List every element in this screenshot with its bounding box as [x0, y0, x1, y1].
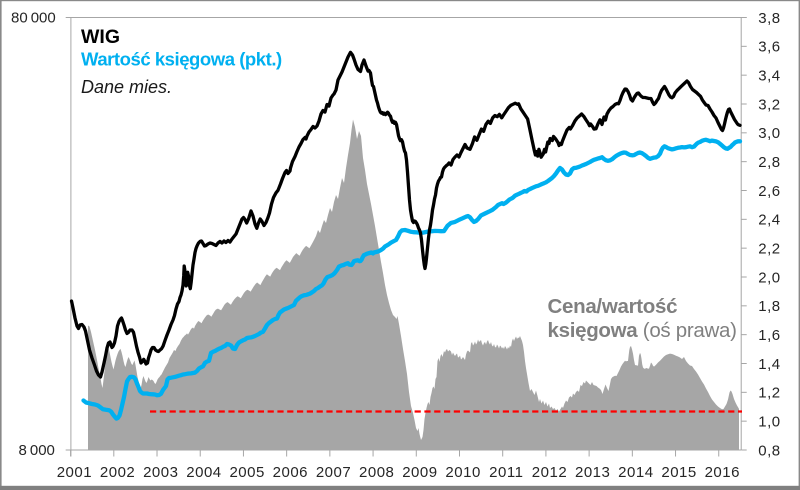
svg-text:2005: 2005 — [229, 464, 264, 481]
svg-text:8 000: 8 000 — [19, 442, 55, 459]
svg-text:2007: 2007 — [316, 464, 351, 481]
svg-text:2012: 2012 — [532, 464, 567, 481]
svg-text:2014: 2014 — [618, 464, 653, 481]
svg-text:2010: 2010 — [445, 464, 480, 481]
svg-text:WIG: WIG — [81, 26, 120, 48]
svg-text:1,4: 1,4 — [758, 356, 780, 373]
svg-text:2015: 2015 — [661, 464, 696, 481]
svg-text:3,2: 3,2 — [758, 96, 780, 113]
svg-text:2006: 2006 — [273, 464, 308, 481]
svg-text:2,8: 2,8 — [758, 154, 780, 171]
svg-text:3,4: 3,4 — [758, 67, 780, 84]
svg-text:2,0: 2,0 — [758, 269, 780, 286]
svg-text:2,4: 2,4 — [758, 212, 780, 229]
svg-text:1,0: 1,0 — [758, 413, 780, 430]
svg-text:1,8: 1,8 — [758, 298, 780, 315]
svg-text:2,6: 2,6 — [758, 183, 780, 200]
svg-text:1,6: 1,6 — [758, 327, 780, 344]
svg-text:3,6: 3,6 — [758, 39, 780, 56]
svg-text:Wartość księgowa (pkt.): Wartość księgowa (pkt.) — [81, 49, 282, 70]
svg-text:3,8: 3,8 — [758, 10, 780, 27]
svg-text:2,2: 2,2 — [758, 240, 780, 257]
svg-text:2009: 2009 — [402, 464, 437, 481]
svg-text:2016: 2016 — [705, 464, 740, 481]
svg-text:1,2: 1,2 — [758, 385, 780, 402]
svg-text:2013: 2013 — [575, 464, 610, 481]
svg-text:2011: 2011 — [489, 464, 523, 481]
svg-text:2002: 2002 — [100, 464, 135, 481]
svg-text:80 000: 80 000 — [11, 9, 56, 26]
svg-text:2008: 2008 — [359, 464, 394, 481]
svg-text:Dane mies.: Dane mies. — [81, 77, 172, 97]
svg-text:2004: 2004 — [186, 464, 221, 481]
svg-text:Cena/wartość: Cena/wartość — [548, 295, 678, 318]
svg-text:2003: 2003 — [143, 464, 178, 481]
svg-text:2001: 2001 — [57, 464, 92, 481]
svg-text:0,8: 0,8 — [758, 442, 780, 459]
svg-text:księgowa (oś prawa): księgowa (oś prawa) — [548, 319, 737, 342]
svg-text:3,0: 3,0 — [758, 125, 780, 142]
